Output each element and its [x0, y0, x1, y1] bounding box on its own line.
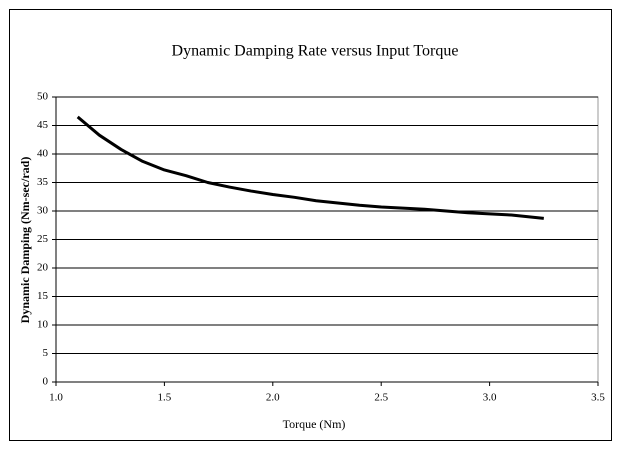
x-tick-label: 3.5: [591, 392, 605, 404]
x-tick-label: 1.0: [49, 392, 63, 404]
x-axis-label: Torque (Nm): [283, 417, 346, 431]
y-tick-label: 0: [43, 376, 49, 388]
y-tick-label: 20: [37, 262, 49, 274]
y-tick-label: 10: [37, 319, 49, 331]
y-tick-label: 30: [37, 205, 49, 217]
data-line: [76, 115, 544, 220]
chart-frame: [9, 9, 612, 441]
y-tick-label: 50: [37, 91, 49, 103]
y-tick-label: 25: [37, 233, 49, 245]
y-tick-label: 35: [37, 176, 49, 188]
x-tick-label: 2.5: [374, 392, 388, 404]
y-tick-label: 45: [37, 119, 49, 131]
x-tick-label: 2.0: [266, 392, 280, 404]
y-axis-label: Dynamic Damping (Nm-sec/rad): [18, 157, 32, 324]
y-tick-label: 40: [37, 148, 49, 160]
y-tick-label: 5: [43, 347, 49, 359]
y-tick-label: 15: [37, 290, 49, 302]
x-tick-label: 1.5: [158, 392, 172, 404]
x-tick-label: 3.0: [483, 392, 497, 404]
chart-title: Dynamic Damping Rate versus Input Torque: [172, 43, 459, 60]
